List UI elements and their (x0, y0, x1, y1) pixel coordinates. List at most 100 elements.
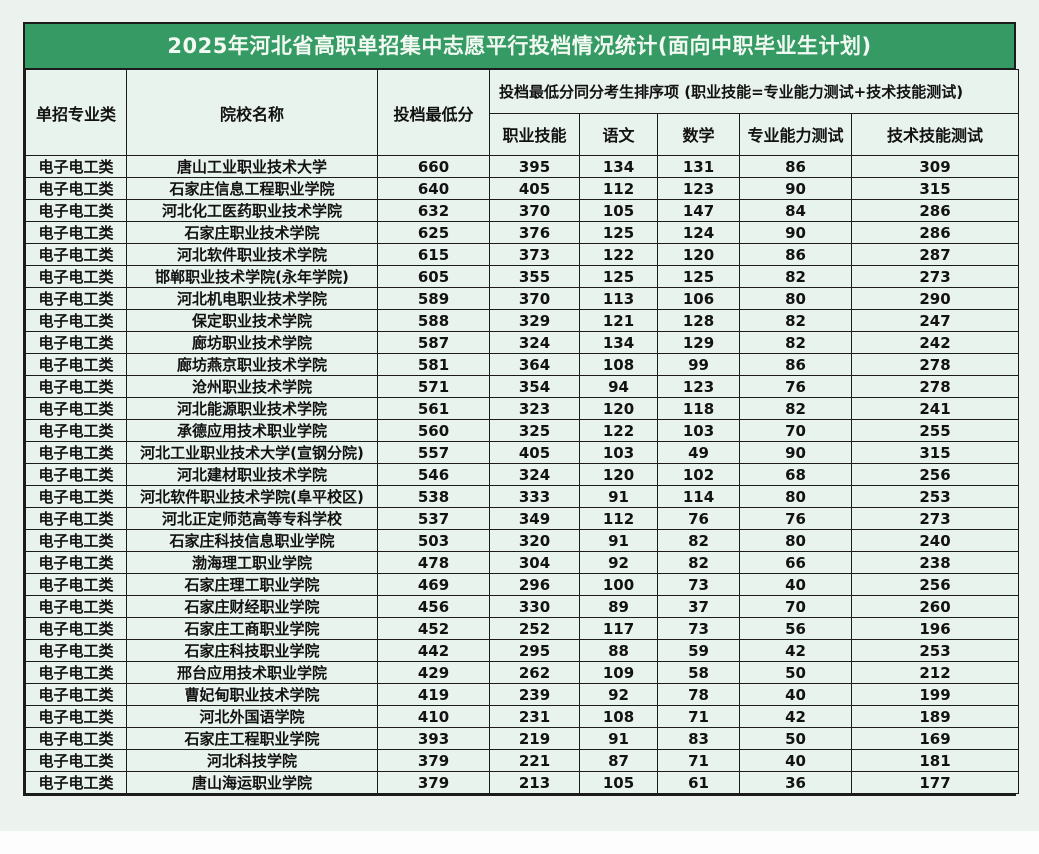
table-row: 电子电工类 石家庄信息工程职业学院 640 405 112 123 90 315 (25, 177, 1020, 200)
cell-professional-ability-test: 40 (739, 573, 852, 596)
cell-school: 河北能源职业技术学院 (126, 397, 378, 420)
cell-min-score: 379 (377, 749, 490, 772)
cell-math: 61 (657, 771, 740, 794)
cell-school: 石家庄工商职业学院 (126, 617, 378, 640)
cell-category: 电子电工类 (25, 617, 127, 640)
column-header-min-score: 投档最低分 (377, 69, 490, 156)
column-group-header-tiebreakers: 投档最低分同分考生排序项 (职业技能=专业能力测试+技术技能测试) (488, 69, 1020, 114)
cell-chinese: 134 (579, 331, 658, 354)
table-row: 电子电工类 河北软件职业技术学院(阜平校区) 538 333 91 114 80 253 (25, 485, 1020, 508)
cell-professional-ability-test: 86 (739, 243, 852, 266)
cell-technical-skill-test: 286 (850, 221, 1020, 244)
cell-professional-ability-test: 42 (739, 639, 852, 662)
cell-technical-skill-test: 255 (850, 419, 1020, 442)
cell-school: 石家庄理工职业学院 (126, 573, 378, 596)
cell-math: 58 (657, 661, 740, 684)
cell-category: 电子电工类 (25, 683, 127, 706)
table-row: 电子电工类 河北建材职业技术学院 546 324 120 102 68 256 (25, 463, 1020, 486)
cell-technical-skill-test: 315 (850, 441, 1020, 464)
cell-professional-ability-test: 80 (739, 287, 852, 310)
cell-school: 河北科技学院 (126, 749, 378, 772)
table-header: 单招专业类 院校名称 投档最低分 投档最低分同分考生排序项 (职业技能=专业能力… (25, 69, 1020, 157)
cell-min-score: 589 (377, 287, 490, 310)
table-row: 电子电工类 邢台应用技术职业学院 429 262 109 58 50 212 (25, 661, 1020, 684)
cell-min-score: 581 (377, 353, 490, 376)
cell-chinese: 91 (579, 529, 658, 552)
cell-min-score: 379 (377, 771, 490, 794)
cell-min-score: 615 (377, 243, 490, 266)
cell-professional-ability-test: 84 (739, 199, 852, 222)
header-row-sub: 职业技能 语文 数学 专业能力测试 技术技能测试 (26, 112, 1020, 157)
cell-technical-skill-test: 199 (850, 683, 1020, 706)
cell-min-score: 537 (377, 507, 490, 530)
cell-technical-skill-test: 253 (850, 639, 1020, 662)
cell-math: 103 (657, 419, 740, 442)
cell-vocational-skill: 370 (489, 287, 580, 310)
cell-chinese: 103 (579, 441, 658, 464)
table-row: 电子电工类 保定职业技术学院 588 329 121 128 82 247 (25, 309, 1020, 332)
cell-professional-ability-test: 86 (739, 155, 852, 178)
table-row: 电子电工类 石家庄科技信息职业学院 503 320 91 82 80 240 (25, 529, 1020, 552)
cell-chinese: 92 (579, 683, 658, 706)
cell-technical-skill-test: 315 (850, 177, 1020, 200)
cell-category: 电子电工类 (25, 661, 127, 684)
cell-math: 78 (657, 683, 740, 706)
cell-school: 河北工业职业技术大学(宣钢分院) (126, 441, 378, 464)
cell-technical-skill-test: 273 (850, 265, 1020, 288)
cell-vocational-skill: 376 (489, 221, 580, 244)
column-header-professional-ability-test: 专业能力测试 (739, 112, 852, 157)
table-row: 电子电工类 石家庄职业技术学院 625 376 125 124 90 286 (25, 221, 1020, 244)
cell-professional-ability-test: 90 (739, 177, 852, 200)
cell-category: 电子电工类 (25, 507, 127, 530)
cell-professional-ability-test: 42 (739, 705, 852, 728)
cell-chinese: 112 (579, 177, 658, 200)
cell-math: 71 (657, 705, 740, 728)
cell-category: 电子电工类 (25, 529, 127, 552)
cell-school: 河北化工医药职业技术学院 (126, 199, 378, 222)
cell-math: 120 (657, 243, 740, 266)
cell-vocational-skill: 329 (489, 309, 580, 332)
cell-school: 沧州职业技术学院 (126, 375, 378, 398)
cell-min-score: 429 (377, 661, 490, 684)
cell-min-score: 456 (377, 595, 490, 618)
cell-professional-ability-test: 76 (739, 507, 852, 530)
statistics-table-container: 2025年河北省高职单招集中志愿平行投档情况统计(面向中职毕业生计划) 单招专业… (23, 22, 1020, 796)
cell-professional-ability-test: 68 (739, 463, 852, 486)
cell-vocational-skill: 213 (489, 771, 580, 794)
cell-school: 石家庄工程职业学院 (126, 727, 378, 750)
cell-vocational-skill: 262 (489, 661, 580, 684)
cell-chinese: 109 (579, 661, 658, 684)
cell-category: 电子电工类 (25, 155, 127, 178)
cell-category: 电子电工类 (25, 485, 127, 508)
table-row: 电子电工类 河北外国语学院 410 231 108 71 42 189 (25, 705, 1020, 728)
cell-math: 118 (657, 397, 740, 420)
cell-min-score: 632 (377, 199, 490, 222)
bottom-margin (0, 831, 1039, 854)
cell-vocational-skill: 370 (489, 199, 580, 222)
table-row: 电子电工类 廊坊职业技术学院 587 324 134 129 82 242 (25, 331, 1020, 354)
cell-chinese: 91 (579, 727, 658, 750)
cell-vocational-skill: 221 (489, 749, 580, 772)
table-row: 电子电工类 邯郸职业技术学院(永年学院) 605 355 125 125 82 273 (25, 265, 1020, 288)
cell-min-score: 660 (377, 155, 490, 178)
cell-math: 147 (657, 199, 740, 222)
cell-vocational-skill: 349 (489, 507, 580, 530)
cell-math: 114 (657, 485, 740, 508)
table-row: 电子电工类 石家庄财经职业学院 456 330 89 37 70 260 (25, 595, 1020, 618)
cell-chinese: 89 (579, 595, 658, 618)
cell-school: 河北外国语学院 (126, 705, 378, 728)
cell-technical-skill-test: 256 (850, 463, 1020, 486)
cell-vocational-skill: 405 (489, 177, 580, 200)
cell-vocational-skill: 219 (489, 727, 580, 750)
cell-technical-skill-test: 238 (850, 551, 1020, 574)
cell-technical-skill-test: 278 (850, 375, 1020, 398)
cell-professional-ability-test: 82 (739, 397, 852, 420)
cell-vocational-skill: 330 (489, 595, 580, 618)
cell-math: 37 (657, 595, 740, 618)
cell-vocational-skill: 239 (489, 683, 580, 706)
cell-min-score: 419 (377, 683, 490, 706)
cell-min-score: 560 (377, 419, 490, 442)
cell-vocational-skill: 333 (489, 485, 580, 508)
cell-category: 电子电工类 (25, 441, 127, 464)
table-row: 电子电工类 河北软件职业技术学院 615 373 122 120 86 287 (25, 243, 1020, 266)
